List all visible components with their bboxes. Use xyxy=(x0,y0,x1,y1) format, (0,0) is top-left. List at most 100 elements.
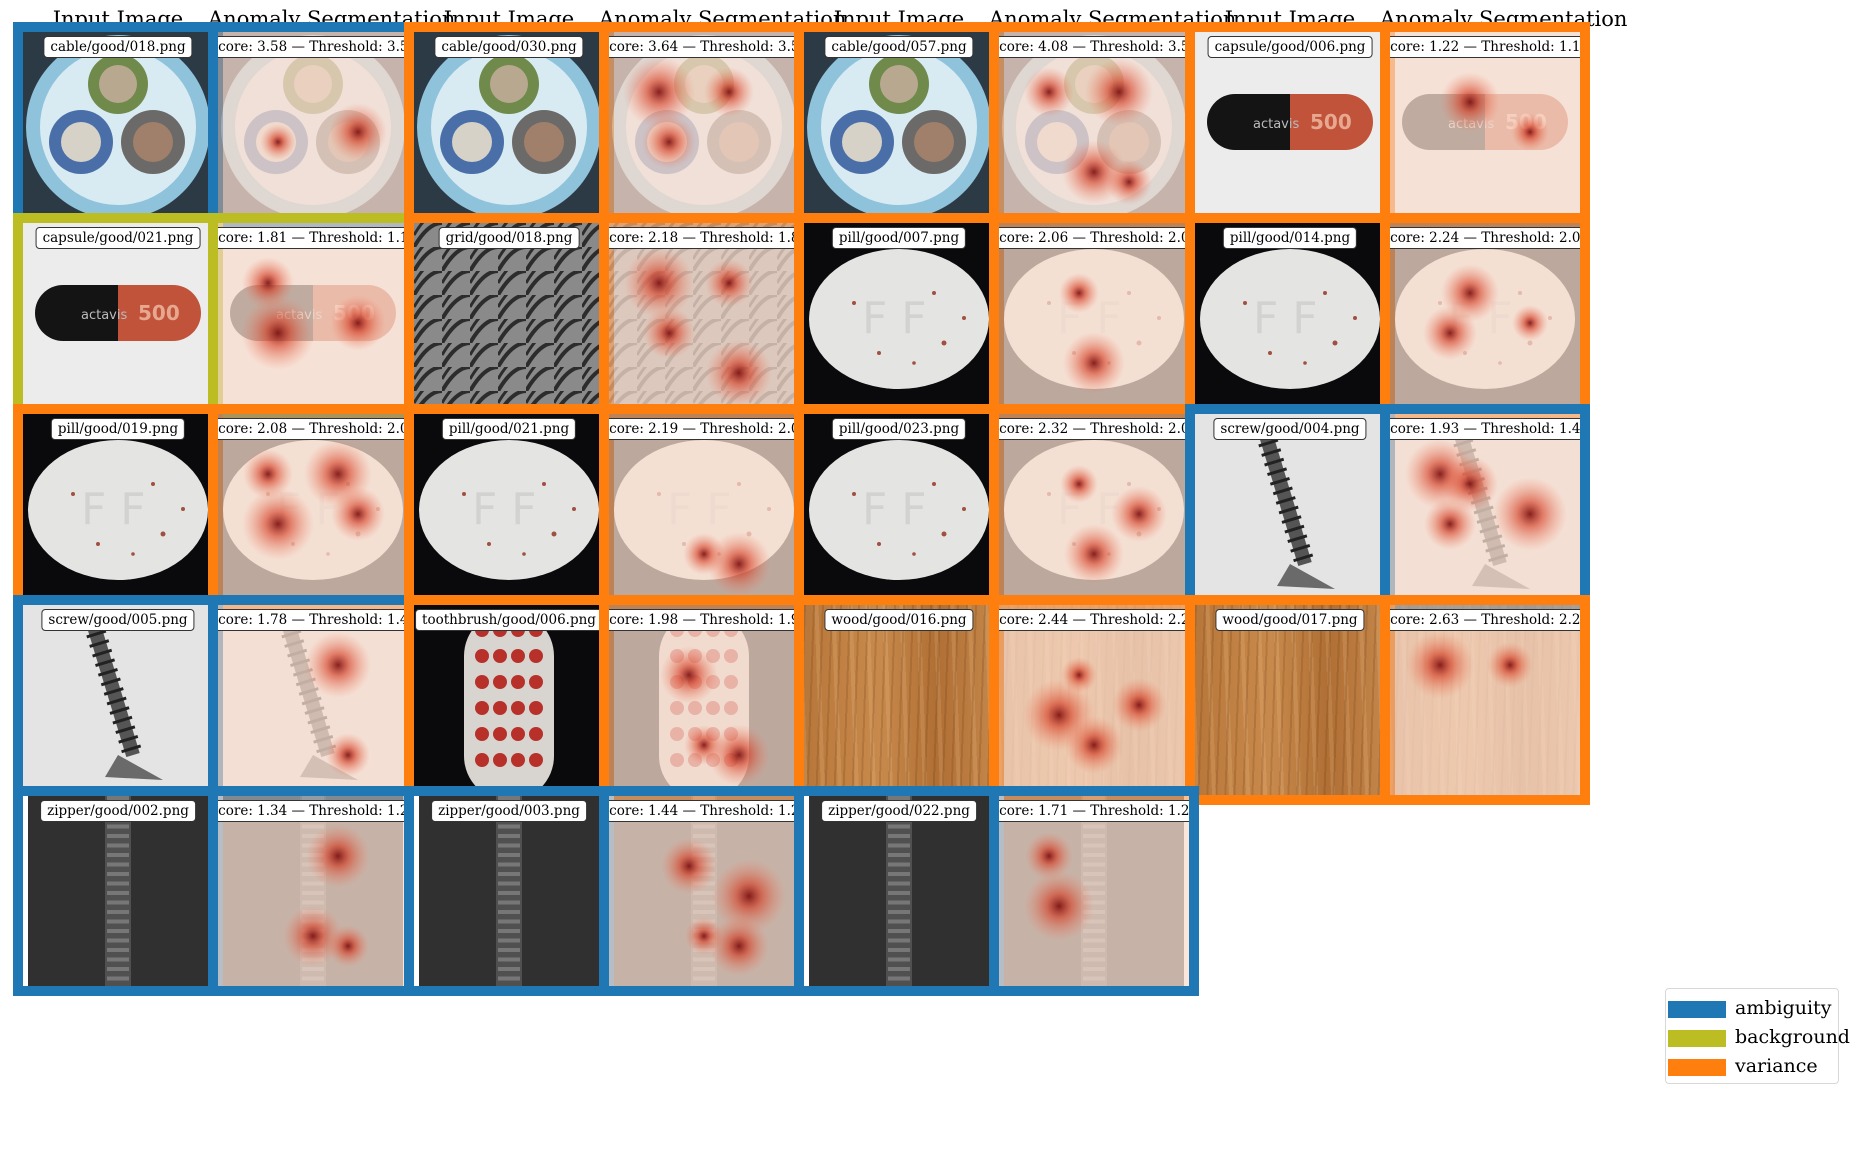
score-caption: Score: 3.58 — Threshold: 3.56 xyxy=(218,36,408,58)
anomaly-heatmap xyxy=(1390,605,1580,795)
input-image-tile: grid/good/018.png xyxy=(404,213,614,423)
svg-text:F F: F F xyxy=(472,484,537,535)
score-caption: Score: 2.19 — Threshold: 2.00 xyxy=(609,418,799,440)
score-caption: Score: 2.06 — Threshold: 2.00 xyxy=(999,227,1189,249)
input-image xyxy=(23,32,213,222)
svg-text:actavis: actavis xyxy=(81,308,127,323)
input-image: F F xyxy=(414,414,604,604)
input-image: F F xyxy=(804,223,994,413)
score-caption: Score: 1.22 — Threshold: 1.19 xyxy=(1390,36,1580,58)
svg-text:actavis: actavis xyxy=(1253,117,1299,132)
filename-caption: toothbrush/good/006.png xyxy=(415,609,603,631)
anomaly-segmentation-tile: Score: 1.78 — Threshold: 1.49 xyxy=(208,595,418,805)
anomaly-heatmap xyxy=(609,605,799,795)
anomaly-segmentation-tile: actavis 500 Score: 1.22 — Threshold: 1.1… xyxy=(1380,22,1590,232)
filename-caption: grid/good/018.png xyxy=(438,227,580,249)
input-image xyxy=(23,605,213,795)
input-image: actavis 500 xyxy=(23,223,213,413)
anomaly-segmentation-tile: Score: 1.44 — Threshold: 1.22 xyxy=(599,786,809,996)
input-image xyxy=(23,796,213,986)
score-caption: Score: 1.78 — Threshold: 1.49 xyxy=(218,609,408,631)
score-caption: Score: 3.64 — Threshold: 3.56 xyxy=(609,36,799,58)
input-image: F F xyxy=(23,414,213,604)
legend-label: ambiguity xyxy=(1735,997,1832,1019)
score-caption: Score: 1.81 — Threshold: 1.19 xyxy=(218,227,408,249)
anomaly-segmentation-tile: Score: 1.98 — Threshold: 1.91 xyxy=(599,595,809,805)
input-image-tile: zipper/good/003.png xyxy=(404,786,614,996)
filename-caption: wood/good/017.png xyxy=(1215,609,1365,631)
score-caption: Score: 1.71 — Threshold: 1.22 xyxy=(999,800,1189,822)
filename-caption: pill/good/023.png xyxy=(831,418,967,440)
filename-caption: capsule/good/006.png xyxy=(1207,36,1373,58)
svg-text:F F: F F xyxy=(1253,293,1318,344)
anomaly-heatmap xyxy=(999,32,1189,222)
input-image-tile: wood/good/016.png xyxy=(794,595,1004,805)
input-image-tile: F F pill/good/023.png xyxy=(794,404,1004,614)
anomaly-heatmap: F F xyxy=(999,223,1189,413)
anomaly-segmentation-tile: F F Score: 2.24 — Threshold: 2.00 xyxy=(1380,213,1590,423)
legend-swatch-background xyxy=(1668,1030,1726,1047)
filename-caption: capsule/good/021.png xyxy=(35,227,201,249)
anomaly-heatmap xyxy=(1390,414,1580,604)
anomaly-heatmap: F F xyxy=(1390,223,1580,413)
input-image-tile: F F pill/good/021.png xyxy=(404,404,614,614)
svg-text:500: 500 xyxy=(1310,110,1352,134)
anomaly-segmentation-tile: Score: 1.93 — Threshold: 1.49 xyxy=(1380,404,1590,614)
score-caption: Score: 2.18 — Threshold: 1.81 xyxy=(609,227,799,249)
anomaly-segmentation-tile: Score: 2.18 — Threshold: 1.81 xyxy=(599,213,809,423)
anomaly-segmentation-tile: Score: 4.08 — Threshold: 3.56 xyxy=(989,22,1199,232)
input-image xyxy=(414,796,604,986)
anomaly-segmentation-tile: Score: 1.34 — Threshold: 1.22 xyxy=(208,786,418,996)
legend-swatch-variance xyxy=(1668,1059,1726,1076)
anomaly-heatmap xyxy=(609,796,799,986)
input-image-tile: zipper/good/022.png xyxy=(794,786,1004,996)
anomaly-heatmap: F F xyxy=(218,414,408,604)
input-image: actavis 500 xyxy=(1195,32,1385,222)
legend-label: background xyxy=(1735,1026,1850,1048)
filename-caption: pill/good/007.png xyxy=(831,227,967,249)
filename-caption: pill/good/014.png xyxy=(1222,227,1358,249)
filename-caption: cable/good/030.png xyxy=(434,36,584,58)
legend-item-background: background xyxy=(1666,1024,1850,1052)
legend: ambiguity background variance xyxy=(1665,988,1850,1084)
filename-caption: zipper/good/003.png xyxy=(431,800,587,822)
filename-caption: zipper/good/022.png xyxy=(821,800,977,822)
score-caption: Score: 1.98 — Threshold: 1.91 xyxy=(609,609,799,631)
input-image-tile: F F pill/good/019.png xyxy=(13,404,223,614)
anomaly-heatmap: F F xyxy=(999,414,1189,604)
input-image-tile: cable/good/018.png xyxy=(13,22,223,232)
input-image-tile: cable/good/057.png xyxy=(794,22,1004,232)
anomaly-heatmap xyxy=(609,32,799,222)
svg-text:F F: F F xyxy=(862,484,927,535)
anomaly-segmentation-tile: Score: 2.63 — Threshold: 2.28 xyxy=(1380,595,1590,805)
anomaly-heatmap: actavis 500 xyxy=(1390,32,1580,222)
input-image xyxy=(414,223,604,413)
anomaly-heatmap: F F xyxy=(609,414,799,604)
svg-text:F F: F F xyxy=(667,484,732,535)
anomaly-segmentation-tile: Score: 2.44 — Threshold: 2.28 xyxy=(989,595,1199,805)
anomaly-heatmap: actavis 500 xyxy=(218,223,408,413)
anomaly-segmentation-tile: actavis 500 Score: 1.81 — Threshold: 1.1… xyxy=(208,213,418,423)
input-image xyxy=(804,32,994,222)
score-caption: Score: 2.63 — Threshold: 2.28 xyxy=(1390,609,1580,631)
anomaly-heatmap xyxy=(609,223,799,413)
anomaly-segmentation-tile: Score: 3.64 — Threshold: 3.56 xyxy=(599,22,809,232)
legend-swatch-ambiguity xyxy=(1668,1001,1726,1018)
input-image xyxy=(804,605,994,795)
anomaly-heatmap xyxy=(218,32,408,222)
svg-text:500: 500 xyxy=(138,301,180,325)
anomaly-segmentation-tile: Score: 3.58 — Threshold: 3.56 xyxy=(208,22,418,232)
filename-caption: pill/good/021.png xyxy=(441,418,577,440)
score-caption: Score: 2.08 — Threshold: 2.00 xyxy=(218,418,408,440)
input-image xyxy=(804,796,994,986)
legend-item-ambiguity: ambiguity xyxy=(1666,995,1838,1023)
anomaly-segmentation-tile: F F Score: 2.19 — Threshold: 2.00 xyxy=(599,404,809,614)
input-image xyxy=(414,605,604,795)
score-caption: Score: 1.34 — Threshold: 1.22 xyxy=(218,800,408,822)
legend-label: variance xyxy=(1735,1055,1818,1077)
input-image xyxy=(1195,605,1385,795)
input-image-tile: zipper/good/002.png xyxy=(13,786,223,996)
input-image-tile: wood/good/017.png xyxy=(1185,595,1395,805)
input-image-tile: toothbrush/good/006.png xyxy=(404,595,614,805)
input-image-tile: screw/good/005.png xyxy=(13,595,223,805)
